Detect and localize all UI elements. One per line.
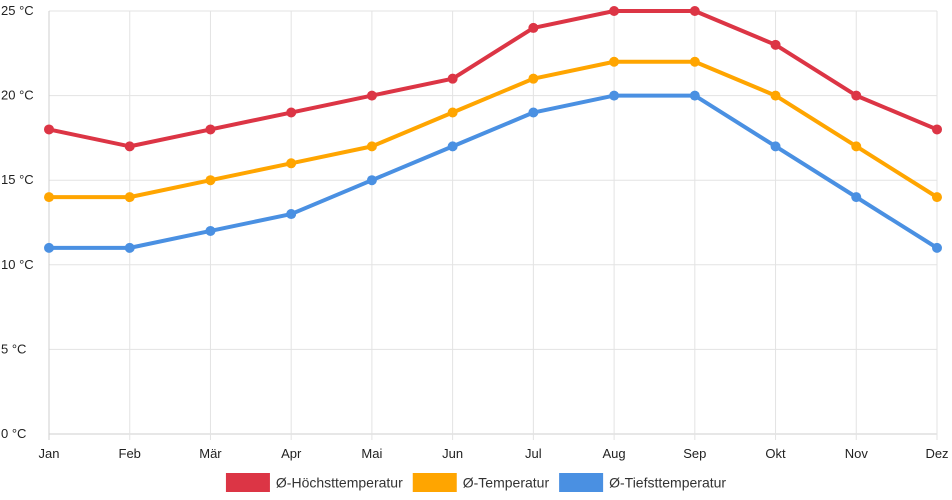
legend-item-avg-tiefsttemperatur[interactable]: Ø-Tiefsttemperatur — [559, 473, 726, 492]
data-point[interactable] — [770, 39, 781, 50]
data-point[interactable] — [205, 225, 216, 236]
data-point[interactable] — [124, 242, 135, 253]
y-tick-label: 5 °C — [1, 341, 26, 356]
y-tick-label: 20 °C — [1, 88, 34, 103]
data-point[interactable] — [528, 107, 539, 118]
data-point[interactable] — [689, 90, 700, 101]
legend-label: Ø-Tiefsttemperatur — [609, 475, 726, 491]
data-point[interactable] — [447, 73, 458, 84]
data-point[interactable] — [932, 124, 942, 135]
legend-swatch — [225, 473, 270, 492]
x-tick-label: Mai — [361, 446, 382, 461]
x-tick-label: Feb — [119, 446, 141, 461]
x-tick-label: Dez — [925, 446, 948, 461]
data-point[interactable] — [124, 192, 135, 203]
data-point[interactable] — [366, 141, 377, 152]
y-tick-label: 25 °C — [1, 3, 34, 18]
legend-item-avg-temperatur[interactable]: Ø-Temperatur — [412, 473, 550, 492]
series-lines — [44, 6, 942, 253]
data-point[interactable] — [528, 73, 539, 84]
x-tick-label: Mär — [199, 446, 222, 461]
data-point[interactable] — [286, 107, 297, 118]
x-axis-ticks: Jan Feb Mär Apr Mai Jun Jul Aug Sep Okt Nov Dez — [39, 446, 949, 461]
legend: Ø-Höchsttemperatur Ø-Temperatur Ø-Tiefstte… — [225, 473, 726, 492]
series-avg-h-chsttemperatur — [44, 6, 942, 152]
data-point[interactable] — [609, 6, 620, 16]
x-tick-label: Aug — [603, 446, 626, 461]
data-point[interactable] — [447, 107, 458, 118]
data-point[interactable] — [366, 175, 377, 186]
legend-label: Ø-Höchsttemperatur — [276, 475, 403, 491]
x-tick-label: Jul — [525, 446, 542, 461]
data-point[interactable] — [689, 56, 700, 67]
legend-item-avg-h-chsttemperatur[interactable]: Ø-Höchsttemperatur — [225, 473, 403, 492]
legend-swatch — [412, 473, 457, 492]
data-point[interactable] — [447, 141, 458, 152]
x-tick-label: Okt — [765, 446, 786, 461]
data-point[interactable] — [205, 175, 216, 186]
data-point[interactable] — [44, 192, 54, 203]
series-avg-tiefsttemperatur — [44, 90, 942, 253]
data-point[interactable] — [770, 90, 781, 101]
data-point[interactable] — [286, 209, 297, 220]
grid — [48, 10, 938, 440]
x-tick-label: Jan — [39, 446, 60, 461]
data-point[interactable] — [124, 141, 135, 152]
data-point[interactable] — [851, 141, 862, 152]
data-point[interactable] — [932, 242, 942, 253]
data-point[interactable] — [286, 158, 297, 169]
y-tick-label: 15 °C — [1, 172, 34, 187]
data-point[interactable] — [528, 22, 539, 33]
data-point[interactable] — [44, 124, 54, 135]
x-tick-label: Apr — [281, 446, 302, 461]
data-point[interactable] — [689, 6, 700, 16]
y-tick-label: 0 °C — [1, 426, 26, 441]
x-tick-label: Jun — [442, 446, 463, 461]
series-line — [47, 9, 939, 149]
data-point[interactable] — [609, 90, 620, 101]
series-line — [47, 59, 939, 200]
legend-swatch — [559, 473, 604, 492]
x-tick-label: Nov — [845, 446, 869, 461]
data-point[interactable] — [932, 192, 942, 203]
data-point[interactable] — [851, 192, 862, 203]
data-point[interactable] — [851, 90, 862, 101]
data-point[interactable] — [770, 141, 781, 152]
x-tick-label: Sep — [683, 446, 706, 461]
y-axis-ticks: 0 °C 5 °C 10 °C 15 °C 20 °C 25 °C — [1, 3, 34, 441]
data-point[interactable] — [205, 124, 216, 135]
data-point[interactable] — [366, 90, 377, 101]
series-avg-temperatur — [44, 56, 942, 203]
legend-label: Ø-Temperatur — [463, 475, 550, 491]
series-line — [47, 93, 939, 250]
data-point[interactable] — [44, 242, 54, 253]
y-tick-label: 10 °C — [1, 257, 34, 272]
data-point[interactable] — [609, 56, 620, 67]
